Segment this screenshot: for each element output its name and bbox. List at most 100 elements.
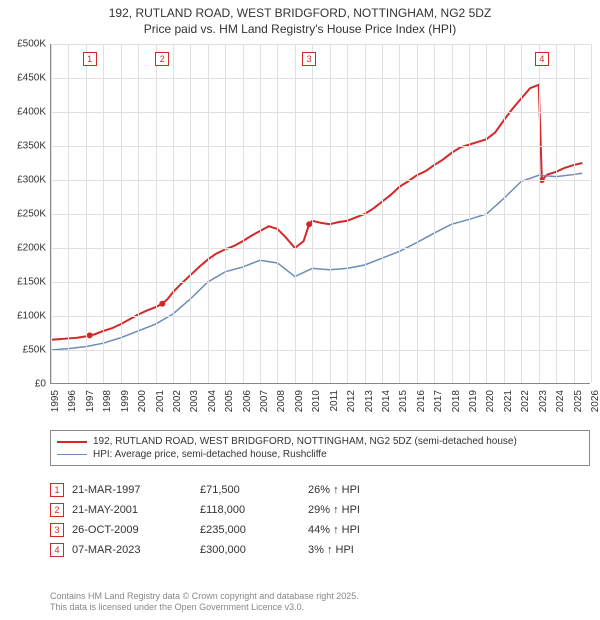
x-tick-label: 2006: [242, 390, 253, 412]
x-tick-label: 1995: [50, 390, 61, 412]
x-tick-label: 2013: [364, 390, 375, 412]
event-price: £235,000: [200, 524, 300, 536]
gridline-h: [51, 316, 590, 317]
event-row: 4 07-MAR-2023 £300,000 3% ↑ HPI: [50, 540, 590, 560]
y-tick-label: £150K: [17, 277, 46, 288]
x-tick-label: 2014: [381, 390, 392, 412]
x-tick-label: 2022: [520, 390, 531, 412]
x-tick-label: 2002: [172, 390, 183, 412]
event-date: 21-MAY-2001: [72, 504, 192, 516]
x-tick-label: 2025: [573, 390, 584, 412]
event-row: 326-OCT-2009£235,00044% ↑ HPI: [50, 520, 590, 540]
gridline-v: [556, 44, 557, 383]
event-row: 1 21-MAR-1997 £71,500 26% ↑ HPI: [50, 480, 590, 500]
x-tick-label: 2021: [503, 390, 514, 412]
gridline-v: [417, 44, 418, 383]
gridline-h: [51, 146, 590, 147]
x-tick-label: 2015: [398, 390, 409, 412]
gridline-h: [51, 214, 590, 215]
x-tick-label: 2016: [416, 390, 427, 412]
event-price: £71,500: [200, 484, 300, 496]
gridline-h: [51, 180, 590, 181]
y-tick-label: £50K: [23, 345, 46, 356]
gridline-h: [51, 350, 590, 351]
event-delta: 29% ↑ HPI: [308, 504, 360, 516]
event-marker-box: 2: [50, 503, 64, 517]
legend-swatch: [57, 454, 87, 456]
marker-box: 1: [83, 52, 97, 66]
gridline-v: [103, 44, 104, 383]
event-marker-box: 3: [50, 523, 64, 537]
gridline-h: [51, 44, 590, 45]
gridline-v: [68, 44, 69, 383]
y-tick-label: £100K: [17, 311, 46, 322]
x-tick-label: 2017: [433, 390, 444, 412]
x-tick-label: 2024: [555, 390, 566, 412]
gridline-v: [434, 44, 435, 383]
legend-label: HPI: Average price, semi-detached house,…: [93, 449, 327, 460]
gridline-v: [539, 44, 540, 383]
gridline-h: [51, 248, 590, 249]
y-tick-label: £400K: [17, 107, 46, 118]
x-tick-label: 1996: [67, 390, 78, 412]
gridline-v: [260, 44, 261, 383]
event-marker-box: 4: [50, 543, 64, 557]
x-tick-label: 2009: [294, 390, 305, 412]
gridline-v: [156, 44, 157, 383]
gridline-v: [208, 44, 209, 383]
x-tick-label: 2010: [311, 390, 322, 412]
x-tick-label: 1999: [120, 390, 131, 412]
x-tick-label: 2019: [468, 390, 479, 412]
chart-area: £0£50K£100K£150K£200K£250K£300K£350K£400…: [0, 44, 600, 424]
y-tick-label: £350K: [17, 141, 46, 152]
event-date: 07-MAR-2023: [72, 544, 192, 556]
legend: 192, RUTLAND ROAD, WEST BRIDGFORD, NOTTI…: [50, 430, 590, 466]
x-tick-label: 2023: [538, 390, 549, 412]
gridline-v: [51, 44, 52, 383]
x-tick-label: 2003: [189, 390, 200, 412]
y-tick-label: £250K: [17, 209, 46, 220]
x-tick-label: 2001: [155, 390, 166, 412]
x-tick-label: 2026: [590, 390, 600, 412]
gridline-v: [382, 44, 383, 383]
legend-label: 192, RUTLAND ROAD, WEST BRIDGFORD, NOTTI…: [93, 436, 517, 447]
y-tick-label: £200K: [17, 243, 46, 254]
event-marker-box: 1: [50, 483, 64, 497]
legend-row: 192, RUTLAND ROAD, WEST BRIDGFORD, NOTTI…: [57, 435, 583, 448]
event-table: 1 21-MAR-1997 £71,500 26% ↑ HPI 2 21-MAY-2001…: [50, 480, 590, 560]
x-tick-label: 2000: [137, 390, 148, 412]
marker-dot: [306, 221, 312, 227]
marker-dot: [87, 332, 93, 338]
marker-dot: [159, 301, 165, 307]
chart-title: 192, RUTLAND ROAD, WEST BRIDGFORD, NOTTI…: [0, 0, 600, 37]
gridline-v: [173, 44, 174, 383]
gridline-h: [51, 78, 590, 79]
y-tick-label: £500K: [17, 39, 46, 50]
gridline-v: [591, 44, 592, 383]
marker-box: 4: [535, 52, 549, 66]
event-delta: 26% ↑ HPI: [308, 484, 360, 496]
event-price: £300,000: [200, 544, 300, 556]
x-tick-label: 2004: [207, 390, 218, 412]
gridline-v: [225, 44, 226, 383]
footer-line1: Contains HM Land Registry data © Crown c…: [50, 591, 359, 601]
event-delta: 3% ↑ HPI: [308, 544, 354, 556]
x-tick-label: 2020: [485, 390, 496, 412]
gridline-v: [452, 44, 453, 383]
gridline-h: [51, 282, 590, 283]
gridline-v: [86, 44, 87, 383]
x-tick-label: 1997: [85, 390, 96, 412]
gridline-v: [521, 44, 522, 383]
x-tick-label: 1998: [102, 390, 113, 412]
plot-area: 1234: [50, 44, 590, 384]
event-delta: 44% ↑ HPI: [308, 524, 360, 536]
x-axis: 1995 1996 1997 1998 1999 2000 2001 2002 2003 2004…: [50, 384, 590, 424]
title-line1: 192, RUTLAND ROAD, WEST BRIDGFORD, NOTTI…: [109, 6, 492, 20]
x-tick-label: 2007: [259, 390, 270, 412]
gridline-v: [243, 44, 244, 383]
event-row: 221-MAY-2001£118,00029% ↑ HPI: [50, 500, 590, 520]
gridline-v: [469, 44, 470, 383]
y-axis: £0£50K£100K£150K£200K£250K£300K£350K£400…: [0, 44, 50, 384]
event-date: 21-MAR-1997: [72, 484, 192, 496]
footer-line2: This data is licensed under the Open Gov…: [50, 602, 304, 612]
